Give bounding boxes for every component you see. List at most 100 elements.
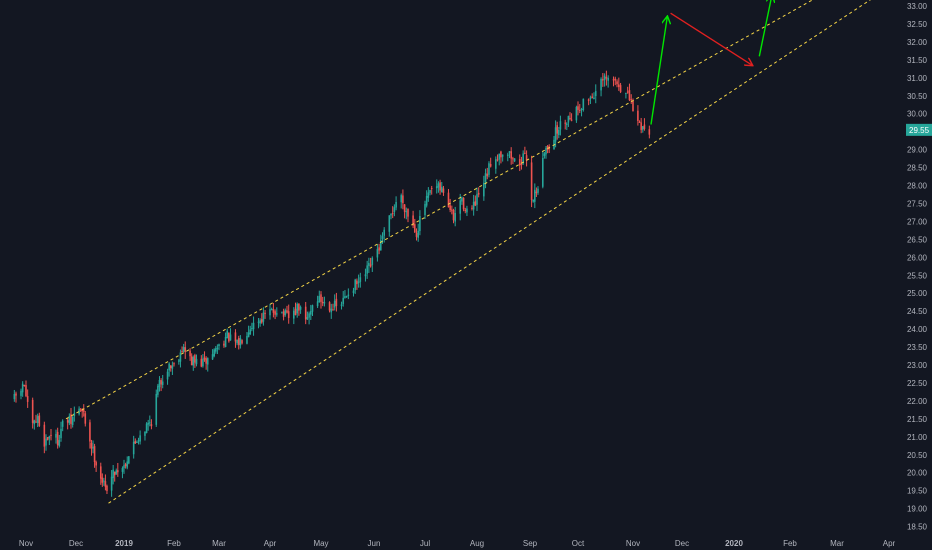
channel-line-upper[interactable] — [65, 0, 821, 420]
candle-body — [81, 409, 83, 412]
candle-body — [284, 310, 287, 315]
candle-body — [400, 195, 402, 203]
candle-body — [229, 334, 232, 341]
candle-body — [48, 436, 51, 439]
candle-body — [134, 441, 137, 444]
candle-body — [241, 340, 243, 344]
candle-body — [169, 365, 172, 369]
candle-body — [347, 294, 350, 296]
candle-body — [582, 98, 585, 111]
candle-body — [371, 257, 374, 265]
price-tick-label: 32.50 — [907, 20, 928, 29]
candle-body — [512, 158, 514, 160]
candle-body — [628, 90, 631, 101]
candle-body — [340, 304, 343, 306]
candle-body — [566, 123, 568, 125]
candle-body — [335, 298, 338, 306]
plot-area[interactable] — [13, 0, 878, 504]
candle-body — [356, 280, 358, 285]
time-axis[interactable]: Nov Dec 2019 Feb Mar Apr May Jun Jul Aug Sep Oct Nov… — [19, 539, 896, 548]
candle-body — [55, 433, 57, 438]
candle-body — [299, 307, 302, 310]
candle-body — [46, 437, 49, 440]
candle-body — [38, 415, 41, 426]
candle-body — [281, 312, 283, 314]
candle-body — [395, 202, 397, 208]
candle-body — [173, 363, 175, 365]
candle-body — [23, 384, 26, 386]
candle-body — [412, 215, 414, 226]
candle-body — [600, 78, 602, 91]
candle-body — [474, 201, 477, 206]
candle-body — [618, 84, 620, 88]
candle-body — [35, 421, 37, 423]
time-tick-label: Apr — [883, 539, 896, 548]
candle-body — [513, 158, 516, 162]
candle-body — [316, 301, 319, 307]
candle-body — [388, 215, 391, 232]
candle-body — [179, 352, 182, 362]
price-tick-label: 25.00 — [907, 289, 928, 298]
candle-body — [318, 296, 321, 303]
candle-body — [190, 356, 193, 366]
candle-body — [402, 195, 404, 204]
time-tick-label: Feb — [167, 539, 181, 548]
candle-body — [376, 249, 379, 258]
time-tick-label: Jul — [420, 539, 430, 548]
price-tick-label: 26.50 — [907, 235, 928, 244]
candle-body — [203, 357, 206, 360]
candle-body — [139, 435, 141, 442]
candle-body — [496, 159, 499, 161]
candle-body — [239, 338, 242, 346]
candle-body — [612, 79, 615, 81]
candle-body — [106, 485, 108, 491]
candle-body — [642, 126, 644, 130]
candle-body — [99, 466, 102, 479]
last-price-label: 29.55 — [909, 126, 930, 135]
price-tick-label: 23.00 — [907, 361, 928, 370]
candle-body — [161, 381, 164, 385]
time-tick-label: Mar — [830, 539, 844, 548]
candle-body — [149, 422, 151, 424]
time-tick-label: 2019 — [115, 539, 133, 548]
candle-body — [260, 319, 263, 323]
projection-arrow-green[interactable] — [758, 0, 772, 57]
candle-body — [383, 229, 385, 236]
candle-body — [593, 97, 595, 99]
candle-body — [616, 81, 618, 85]
candle-body — [575, 107, 578, 121]
time-tick-label: Apr — [264, 539, 277, 548]
candle-body — [79, 409, 82, 411]
candle-body — [89, 422, 91, 442]
price-tick-label: 20.00 — [907, 469, 928, 478]
price-axis[interactable]: 18.50 19.00 19.50 20.00 20.50 21.00 21.50 22.00… — [906, 2, 932, 532]
candle-body — [145, 423, 148, 434]
candle-body — [84, 413, 87, 424]
candle-body — [155, 393, 158, 425]
price-tick-label: 21.50 — [907, 415, 928, 424]
candle-body — [570, 119, 573, 121]
projection-arrow-red[interactable] — [670, 12, 753, 65]
candle-body — [20, 390, 22, 396]
candle-body — [296, 303, 298, 314]
candle-body — [211, 354, 214, 360]
candle-body — [311, 305, 314, 312]
candle-body — [435, 186, 438, 189]
candle-body — [270, 309, 273, 311]
time-tick-label: Mar — [212, 539, 226, 548]
candle-body — [93, 446, 96, 463]
candle-body — [237, 338, 240, 345]
candle-body — [471, 207, 473, 209]
projection-arrow-green[interactable] — [650, 17, 667, 125]
candle-body — [328, 302, 331, 311]
candle-body — [632, 100, 634, 112]
candle-body — [643, 124, 646, 129]
candle-body — [92, 446, 94, 449]
candle-body — [439, 182, 441, 191]
candle-body — [345, 296, 348, 298]
time-tick-label: Dec — [69, 539, 83, 548]
candle-body — [60, 428, 62, 439]
candle-body — [205, 358, 207, 364]
candle-body — [364, 274, 367, 277]
